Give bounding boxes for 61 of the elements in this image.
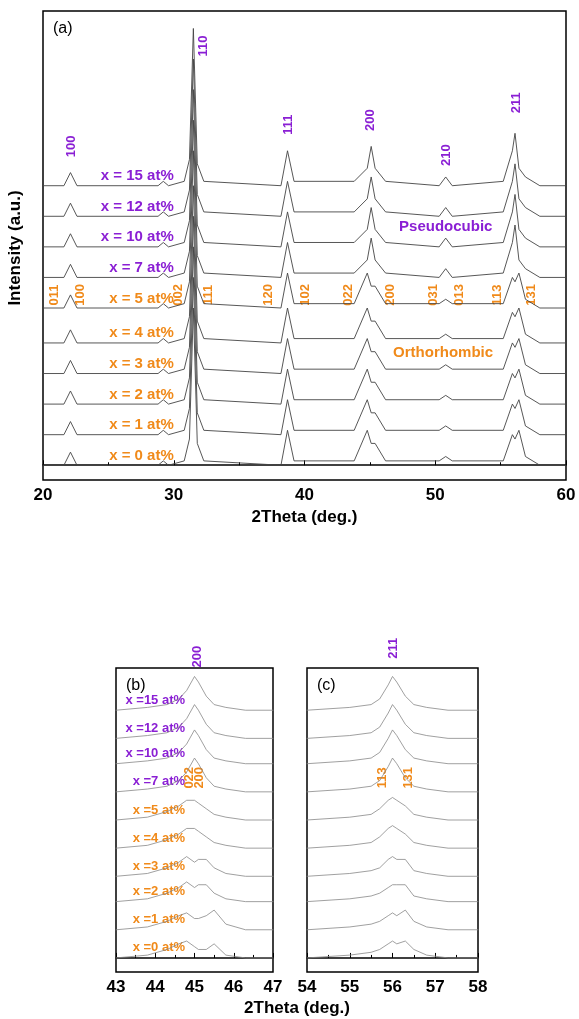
annotation: 111 (280, 114, 295, 135)
annotation: 022 (340, 284, 356, 306)
series-label: x =2 at% (132, 883, 186, 899)
x-tick-label: 60 (556, 485, 576, 505)
annotation: 011 (45, 284, 61, 306)
series-label: x = 0 at% (109, 445, 174, 463)
series-label: x = 7 at% (109, 257, 174, 275)
annotation: 131 (523, 284, 539, 306)
chart-title: (a) (53, 18, 73, 36)
x-axis-title: 2Theta (deg.) (251, 507, 358, 526)
annotation: 031 (425, 284, 441, 306)
y-axis-title: Intensity (a.u.) (4, 190, 24, 306)
annotation: 200 (362, 109, 378, 132)
series-label: x = 1 at% (109, 415, 174, 433)
series-label: x = 12 at% (100, 196, 174, 214)
annotation: 102 (297, 284, 312, 306)
series-label: x =4 at% (132, 829, 186, 845)
x-axis-title: 2Theta (deg.) (244, 997, 350, 1017)
x-tick-label: 44 (145, 977, 166, 996)
annotation: 100 (62, 135, 78, 158)
annotation: 113 (374, 767, 390, 789)
x-tick-label: 50 (425, 485, 445, 505)
x-tick-label: 43 (106, 977, 126, 996)
x-tick-label: 45 (185, 977, 204, 996)
series-label: x = 4 at% (109, 323, 174, 341)
x-tick-label: 56 (383, 977, 402, 996)
x-tick-label: 30 (164, 485, 184, 505)
x-tick-label: 20 (33, 485, 53, 505)
series-label: x =3 at% (132, 857, 186, 873)
series-label: x =5 at% (132, 801, 186, 817)
annotation: 111 (200, 284, 216, 306)
series-label: x =10 at% (125, 745, 186, 761)
series-label: x = 15 at% (100, 166, 174, 184)
series-label: x =12 at% (125, 719, 186, 735)
annotation: 211 (507, 92, 523, 114)
annotation: 100 (72, 284, 88, 306)
annotation: 210 (438, 144, 454, 166)
x-tick-label: 47 (263, 977, 283, 996)
text: 211 (385, 637, 400, 659)
x-tick-label: 46 (224, 977, 244, 996)
text: 200 (188, 645, 204, 668)
series-label: x =1 at% (132, 911, 186, 927)
x-tick-label: 57 (425, 977, 445, 996)
annotation: 013 (451, 284, 467, 306)
series-label: x = 10 at% (100, 227, 174, 245)
annotation: Orthorhombic (393, 343, 494, 361)
series-label: x = 2 at% (109, 384, 174, 402)
x-tick-label: 55 (340, 977, 360, 996)
x-tick-label: 58 (468, 977, 488, 996)
series-label: x =0 at% (132, 939, 186, 955)
chart-title: (b) (126, 675, 146, 693)
annotation: Pseudocubic (399, 216, 493, 234)
annotation: 120 (260, 284, 276, 306)
annotation: 110 (195, 35, 211, 57)
series-label: x = 3 at% (109, 354, 174, 372)
chart-title: (c) (317, 675, 336, 693)
x-tick-label: 54 (297, 977, 317, 996)
x-tick-label: 40 (295, 485, 314, 505)
annotation: 113 (489, 284, 505, 306)
annotation: 200 (381, 284, 397, 306)
annotation: 131 (399, 766, 415, 789)
